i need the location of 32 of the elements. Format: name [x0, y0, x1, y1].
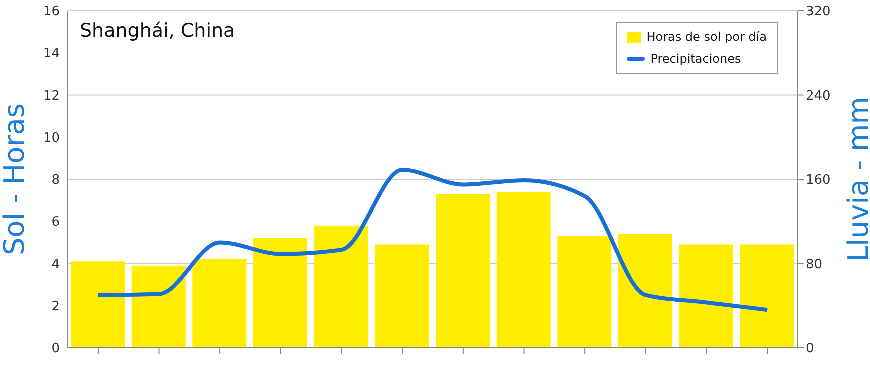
y2-tick-label: 0 [806, 342, 814, 357]
y2-tick-label: 160 [806, 173, 831, 188]
y2-axis-title: Lluvia - mm [842, 96, 870, 262]
y-tick-label: 0 [52, 342, 60, 357]
bar [314, 226, 368, 348]
y2-tick-label: 320 [806, 4, 831, 20]
y-axis-title: Sol - Horas [0, 103, 31, 256]
bar [436, 194, 490, 348]
bar [679, 244, 734, 348]
y-tick-label: 10 [43, 130, 60, 146]
bar [558, 236, 612, 348]
y-tick-label: 14 [43, 46, 60, 62]
bar [375, 244, 430, 348]
text: Shanghái, China [80, 20, 236, 42]
bar [618, 234, 672, 348]
legend-label: Horas de sol por día [646, 29, 767, 46]
bar [132, 266, 186, 348]
y-tick-label: 8 [52, 173, 60, 188]
bar [71, 262, 125, 348]
bar [254, 238, 308, 348]
y2-tick-label: 240 [806, 88, 831, 104]
bar [192, 260, 247, 348]
y-tick-label: 12 [43, 88, 60, 104]
legend-label: Precipitaciones [650, 51, 742, 68]
line-series [96, 168, 770, 312]
bar [740, 244, 794, 348]
y-tick-label: 4 [52, 257, 60, 272]
y-tick-label: 2 [52, 299, 60, 314]
y-tick-label: 16 [43, 4, 60, 20]
bar [496, 192, 551, 348]
y-tick-label: 6 [52, 215, 60, 230]
y2-tick-label: 80 [806, 257, 823, 272]
